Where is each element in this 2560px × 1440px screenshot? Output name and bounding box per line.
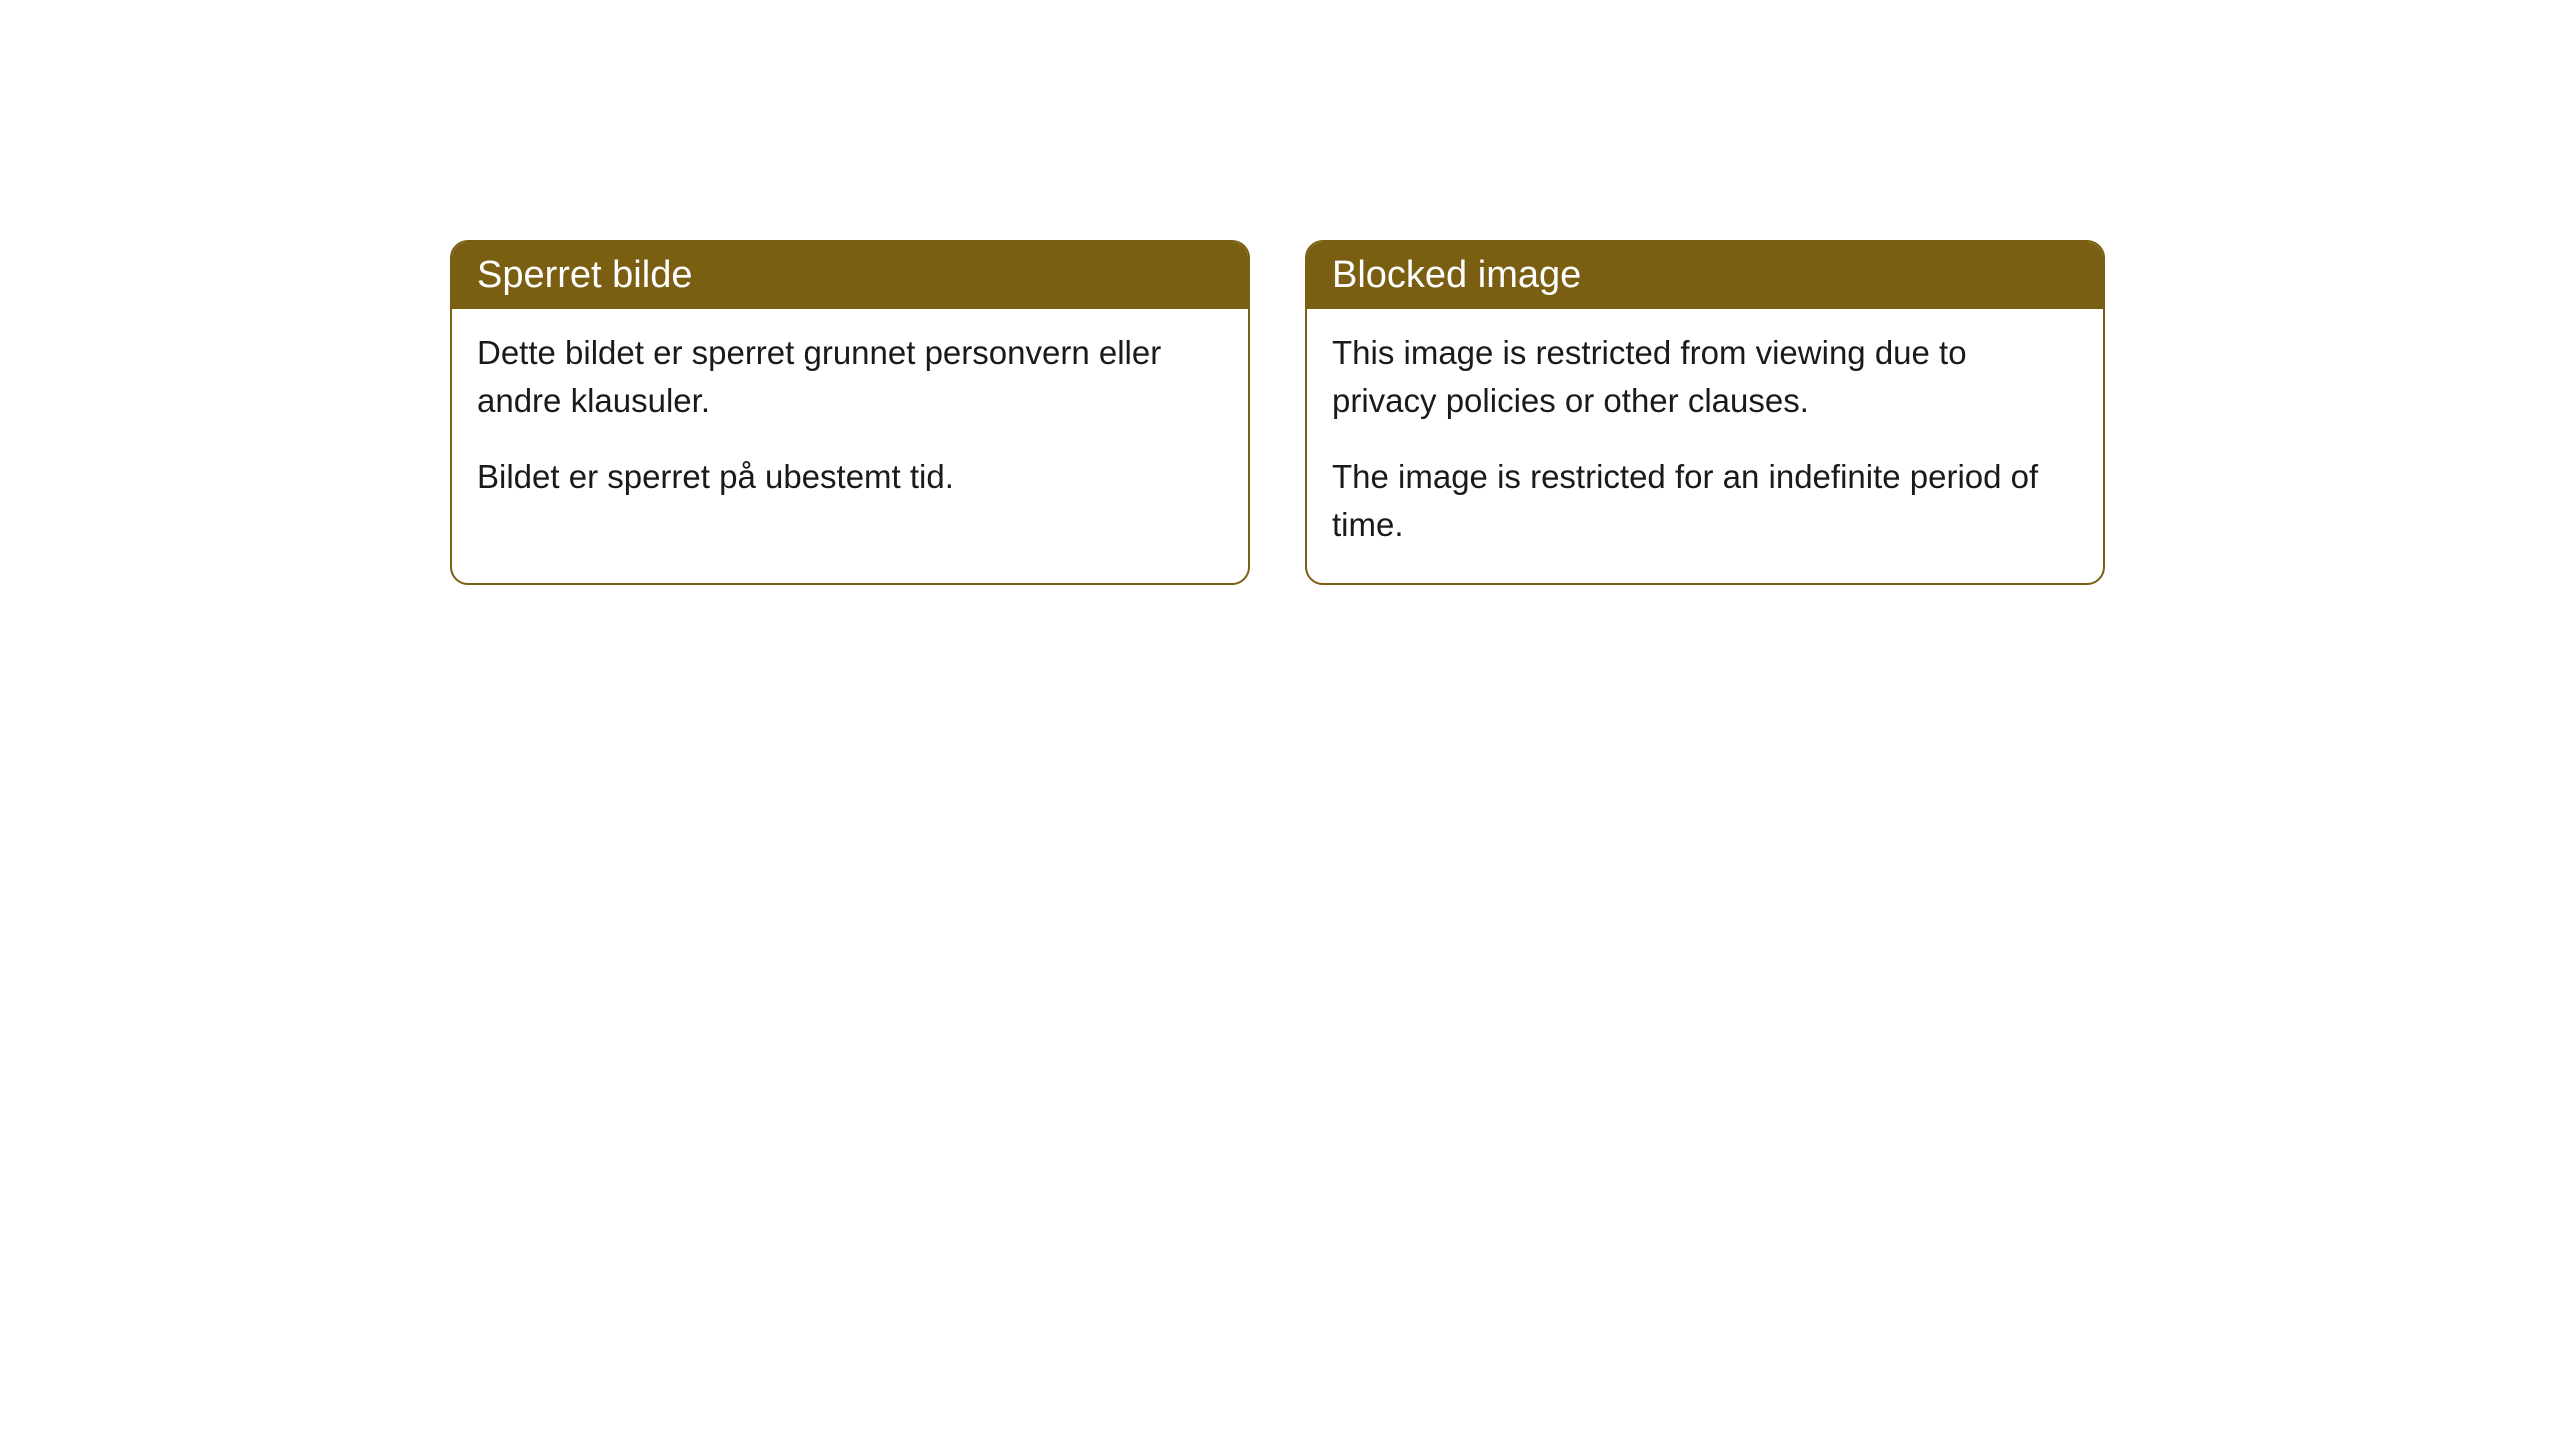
card-body: This image is restricted from viewing du… [1307,309,2103,583]
notice-card-english: Blocked image This image is restricted f… [1305,240,2105,585]
card-paragraph: The image is restricted for an indefinit… [1332,453,2078,549]
card-title: Sperret bilde [477,254,692,296]
card-header: Blocked image [1307,242,2103,309]
card-title: Blocked image [1332,254,1581,296]
card-paragraph: Bildet er sperret på ubestemt tid. [477,453,1223,501]
card-paragraph: This image is restricted from viewing du… [1332,329,2078,425]
card-body: Dette bildet er sperret grunnet personve… [452,309,1248,536]
card-header: Sperret bilde [452,242,1248,309]
notice-card-norwegian: Sperret bilde Dette bildet er sperret gr… [450,240,1250,585]
notice-cards-container: Sperret bilde Dette bildet er sperret gr… [450,240,2110,585]
card-paragraph: Dette bildet er sperret grunnet personve… [477,329,1223,425]
